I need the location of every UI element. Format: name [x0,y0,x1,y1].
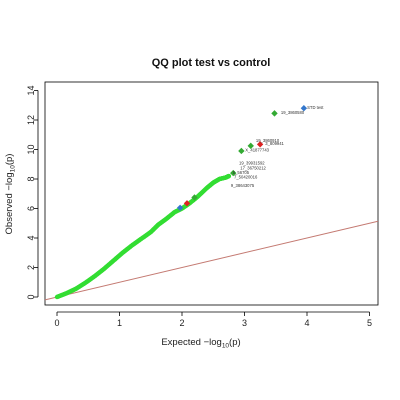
point-annotation: 9_38643075 [231,183,255,188]
highlighted-point [191,194,198,201]
y-tick-label: 10 [26,144,36,154]
x-tick-label: 1 [117,318,122,328]
y-tick-label: 4 [26,235,36,240]
point-annotation: 7_50420016 [234,174,258,179]
chart-title: QQ plot test vs control [152,57,271,69]
point-annotation: 19_3860910 [256,138,280,143]
y-tick-label: 0 [26,294,36,299]
point-annotation: 19_3860580 [281,110,305,115]
point-annotation: 5_56705 [233,170,250,175]
axis-titles: Expected −log10(p) Observed −log10(p) [4,154,241,350]
y-tick-label: 12 [26,115,36,125]
highlighted-points-group [176,105,308,211]
x-tick-label: 5 [367,318,372,328]
x-tick-label: 0 [54,318,59,328]
y-tick-label: 14 [26,85,36,95]
x-tick-label: 4 [304,318,309,328]
observed-point [226,173,232,179]
highlighted-point [256,141,264,148]
y-axis-title: Observed −log10(p) [4,154,17,235]
highlighted-point [230,169,237,177]
point-annotation: STD test [307,105,324,110]
point-annotation: X_41877743 [245,148,269,153]
observed-points-group [54,173,232,300]
highlighted-point [300,105,308,112]
y-tick-label: 8 [26,176,36,181]
x-tick-label: 3 [242,318,247,328]
y-tick-label: 6 [26,206,36,211]
plot-frame [44,81,379,306]
x-tick-label: 2 [179,318,184,328]
point-annotation: 17_36750212 [240,165,266,170]
highlighted-point [271,110,278,117]
highlighted-point [247,142,254,150]
highlighted-point [183,200,191,207]
x-axis-title: Expected −log10(p) [161,337,240,350]
reference-line-group [44,220,379,301]
y-tick-label: 2 [26,265,36,270]
expected-reference-line [44,220,379,301]
highlighted-point [176,204,184,211]
highlighted-point [238,147,245,155]
point-annotation: 19_39931592 [239,160,265,165]
point-annotation: 3_809941 [265,141,284,146]
